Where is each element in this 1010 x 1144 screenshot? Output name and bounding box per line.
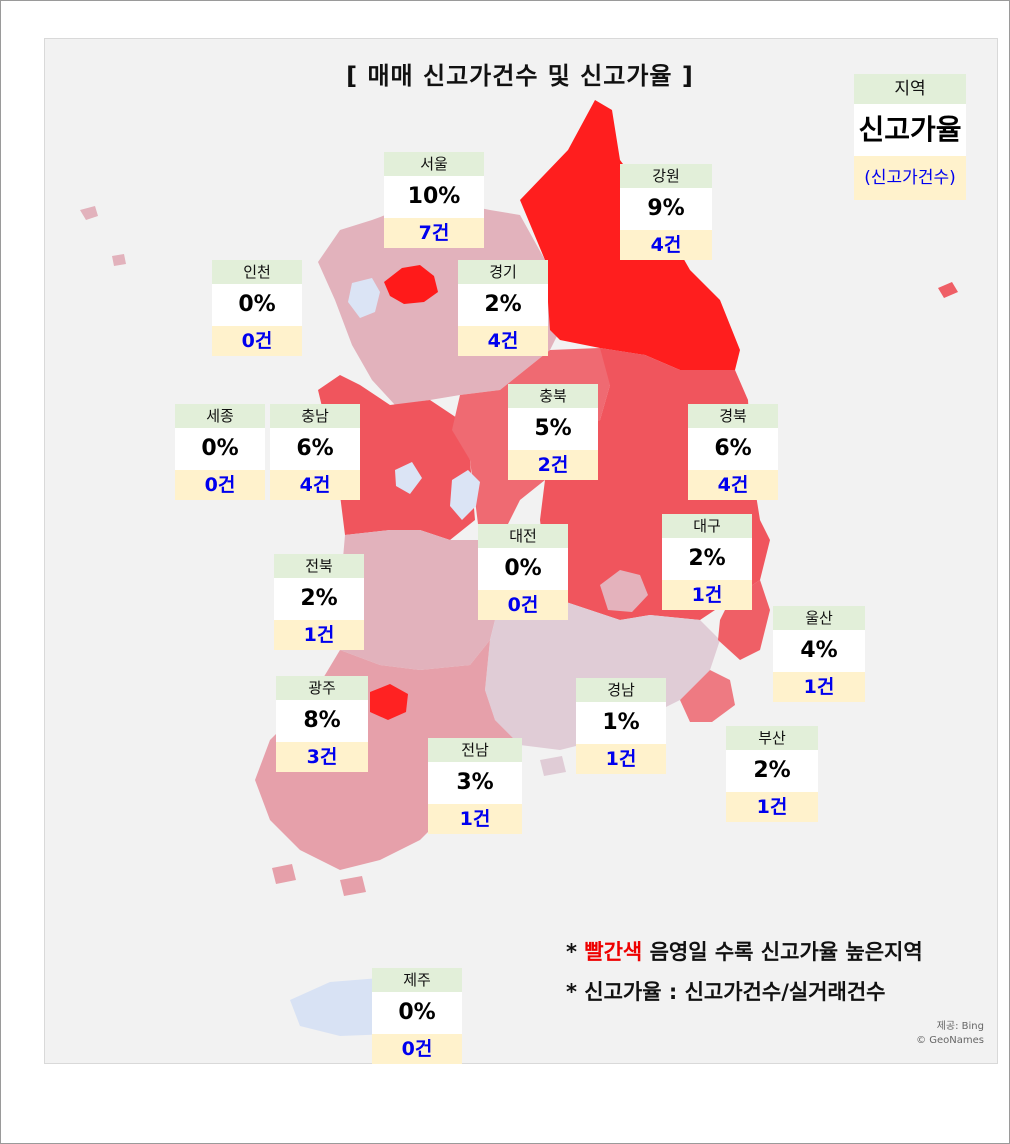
card-jeju: 제주 0% 0건 <box>372 968 462 1064</box>
card-name: 전북 <box>274 554 364 578</box>
card-count: 1건 <box>576 744 666 774</box>
region-gwangju <box>370 684 408 720</box>
card-count: 4건 <box>270 470 360 500</box>
card-gangwon: 강원 9% 4건 <box>620 164 712 260</box>
region-daejeon <box>450 470 480 520</box>
card-rate: 6% <box>270 428 360 470</box>
card-name: 충남 <box>270 404 360 428</box>
card-count: 7건 <box>384 218 484 248</box>
card-name: 충북 <box>508 384 598 408</box>
card-daegu: 대구 2% 1건 <box>662 514 752 610</box>
region-daegu <box>600 570 648 612</box>
card-sejong: 세종 0% 0건 <box>175 404 265 500</box>
legend-count: (신고가건수) <box>854 156 966 200</box>
card-name: 서울 <box>384 152 484 176</box>
card-chungnam: 충남 6% 4건 <box>270 404 360 500</box>
card-name: 인천 <box>212 260 302 284</box>
card-count: 4건 <box>458 326 548 356</box>
card-rate: 2% <box>274 578 364 620</box>
card-name: 경북 <box>688 404 778 428</box>
card-rate: 2% <box>662 538 752 580</box>
note-line-2: * 신고가율 : 신고가건수/실거래건수 <box>566 980 886 1004</box>
region-busan <box>680 670 735 722</box>
card-count: 1건 <box>726 792 818 822</box>
card-gyeongnam: 경남 1% 1건 <box>576 678 666 774</box>
card-rate: 2% <box>726 750 818 792</box>
card-name: 전남 <box>428 738 522 762</box>
region-incheon <box>348 278 380 318</box>
card-gwangju: 광주 8% 3건 <box>276 676 368 772</box>
card-rate: 10% <box>384 176 484 218</box>
legend-name: 지역 <box>854 74 966 104</box>
map-credit: 제공: Bing © GeoNames <box>900 1020 984 1048</box>
region-incheon-islands-2 <box>112 254 126 266</box>
region-sejong <box>395 462 422 494</box>
card-rate: 9% <box>620 188 712 230</box>
map-title: [ 매매 신고가건수 및 신고가율 ] <box>346 62 694 90</box>
region-gyeongnam-island <box>540 756 566 776</box>
card-count: 4건 <box>688 470 778 500</box>
region-incheon-islands <box>80 206 98 220</box>
card-rate: 8% <box>276 700 368 742</box>
card-name: 부산 <box>726 726 818 750</box>
card-rate: 0% <box>372 992 462 1034</box>
card-count: 4건 <box>620 230 712 260</box>
card-rate: 2% <box>458 284 548 326</box>
card-chungbuk: 충북 5% 2건 <box>508 384 598 480</box>
card-rate: 1% <box>576 702 666 744</box>
card-name: 대구 <box>662 514 752 538</box>
card-gyeonggi: 경기 2% 4건 <box>458 260 548 356</box>
card-busan: 부산 2% 1건 <box>726 726 818 822</box>
card-count: 0건 <box>372 1034 462 1064</box>
region-ulleung <box>938 282 958 298</box>
card-name: 세종 <box>175 404 265 428</box>
card-gyeongbuk: 경북 6% 4건 <box>688 404 778 500</box>
region-jeonnam-island-2 <box>340 876 366 896</box>
region-seoul <box>384 265 438 304</box>
card-name: 강원 <box>620 164 712 188</box>
card-rate: 0% <box>478 548 568 590</box>
legend-box: 지역 신고가율 (신고가건수) <box>854 74 966 200</box>
card-count: 1건 <box>428 804 522 834</box>
note-red-word: 빨간색 <box>584 940 643 964</box>
card-count: 2건 <box>508 450 598 480</box>
card-rate: 0% <box>175 428 265 470</box>
card-name: 경남 <box>576 678 666 702</box>
card-jeonbuk: 전북 2% 1건 <box>274 554 364 650</box>
card-rate: 3% <box>428 762 522 804</box>
card-count: 1건 <box>773 672 865 702</box>
legend-rate: 신고가율 <box>854 104 966 156</box>
region-jeonnam-island <box>272 864 296 884</box>
card-seoul: 서울 10% 7건 <box>384 152 484 248</box>
note-bullet: * <box>566 940 585 964</box>
credit-geonames: © GeoNames <box>916 1035 984 1046</box>
card-name: 광주 <box>276 676 368 700</box>
card-rate: 4% <box>773 630 865 672</box>
note-line-1: * 빨간색 음영일 수록 신고가율 높은지역 <box>566 936 923 966</box>
card-jeonnam: 전남 3% 1건 <box>428 738 522 834</box>
credit-provider: 제공: Bing <box>936 1021 984 1032</box>
card-count: 0건 <box>175 470 265 500</box>
card-ulsan: 울산 4% 1건 <box>773 606 865 702</box>
card-rate: 5% <box>508 408 598 450</box>
card-rate: 0% <box>212 284 302 326</box>
card-count: 3건 <box>276 742 368 772</box>
card-name: 대전 <box>478 524 568 548</box>
card-name: 경기 <box>458 260 548 284</box>
card-count: 1건 <box>274 620 364 650</box>
region-jeonbuk <box>338 530 505 670</box>
card-name: 제주 <box>372 968 462 992</box>
card-daejeon: 대전 0% 0건 <box>478 524 568 620</box>
card-name: 울산 <box>773 606 865 630</box>
card-incheon: 인천 0% 0건 <box>212 260 302 356</box>
card-count: 0건 <box>478 590 568 620</box>
note-rest: 음영일 수록 신고가율 높은지역 <box>642 940 923 964</box>
card-count: 1건 <box>662 580 752 610</box>
card-count: 0건 <box>212 326 302 356</box>
card-rate: 6% <box>688 428 778 470</box>
